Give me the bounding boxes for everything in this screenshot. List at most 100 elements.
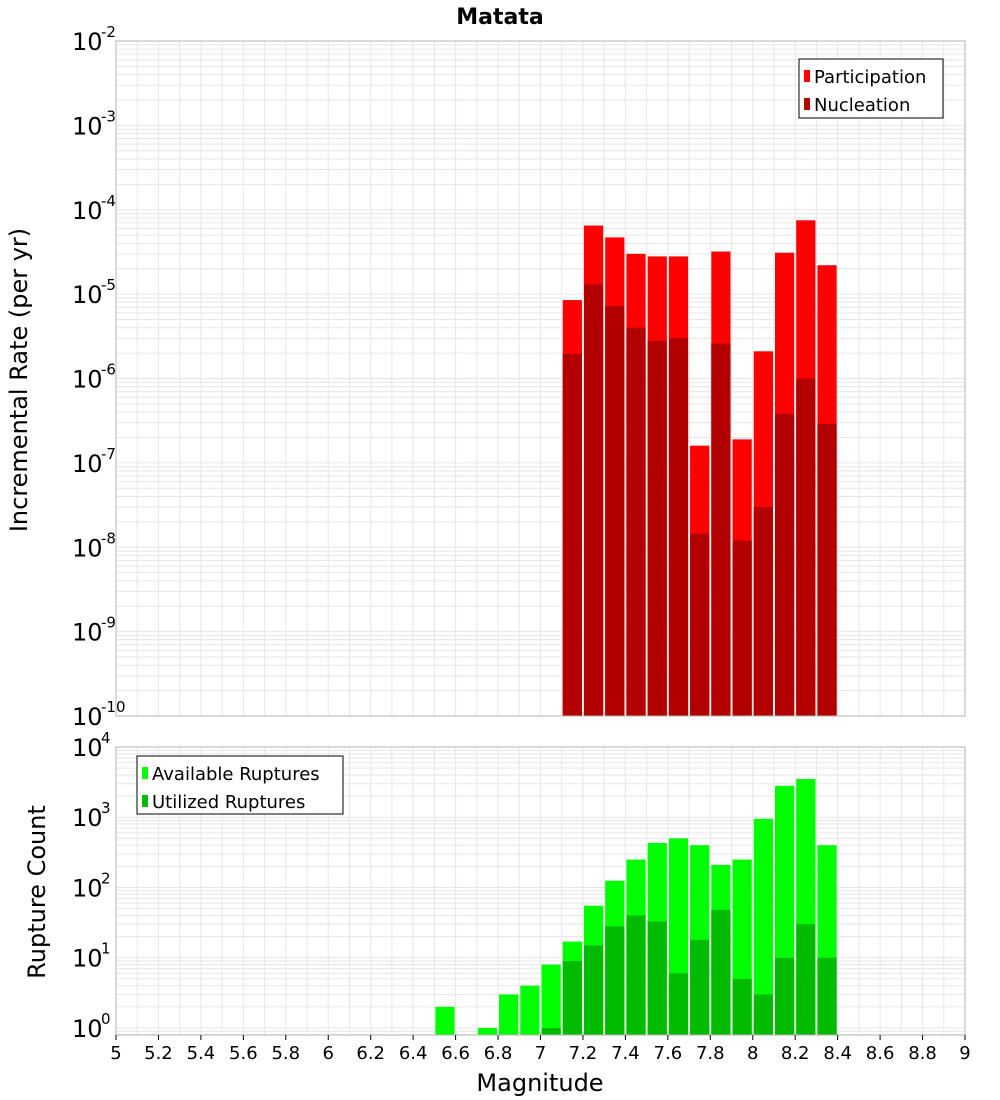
x-tick-label: 8.6 [866, 1043, 895, 1064]
utilized-ruptures-bar [690, 939, 710, 1035]
y-tick-exponent: 1 [101, 940, 111, 958]
y-tick-exponent: -4 [101, 192, 116, 210]
nucleation-bar [817, 423, 837, 716]
utilized-ruptures-bar [668, 973, 689, 1035]
y-tick-label: 10 [72, 874, 103, 902]
y-tick-exponent: 0 [101, 1010, 111, 1028]
y-tick-label: 10 [72, 703, 103, 731]
legend-swatch [804, 70, 810, 82]
y-tick-label: 10 [72, 366, 103, 394]
legend-entry: Nucleation [814, 95, 910, 116]
x-tick-label: 6 [323, 1043, 334, 1064]
x-tick-label: 8.4 [823, 1043, 852, 1064]
utilized-ruptures-bar [711, 909, 731, 1035]
utilized-ruptures-bar [583, 945, 604, 1035]
nucleation-bar [711, 343, 731, 716]
available-ruptures-bar [541, 964, 561, 1035]
nucleation-bar [690, 533, 710, 716]
x-tick-label: 6.8 [484, 1043, 513, 1064]
y-tick-label: 10 [72, 112, 103, 140]
available-ruptures-bar [520, 985, 540, 1035]
x-tick-label: 7.2 [569, 1043, 598, 1064]
utilized-ruptures-bar [774, 957, 795, 1035]
y-tick-label: 10 [72, 28, 103, 56]
legend-swatch [804, 98, 810, 110]
count-y-axis-label: Rupture Count [23, 805, 51, 979]
x-tick-label: 5 [110, 1043, 121, 1064]
y-tick-exponent: -9 [101, 614, 116, 632]
y-tick-exponent: 3 [101, 799, 111, 817]
y-tick-label: 10 [72, 945, 103, 973]
y-tick-exponent: -10 [101, 698, 126, 716]
legend-entry: Available Ruptures [152, 764, 320, 785]
y-tick-exponent: -3 [101, 107, 116, 125]
y-tick-exponent: -6 [101, 361, 116, 379]
rate-plot: 10-1010-910-810-710-610-510-410-310-2Par… [72, 23, 966, 731]
available-ruptures-bar [477, 1027, 498, 1035]
legend-entry: Utilized Ruptures [152, 792, 305, 813]
y-tick-exponent: 4 [101, 729, 111, 747]
x-tick-label: 7.8 [696, 1043, 725, 1064]
utilized-ruptures-bar [732, 978, 752, 1035]
available-ruptures-bar [753, 818, 773, 1035]
nucleation-bar [647, 340, 667, 716]
utilized-ruptures-bar [817, 957, 837, 1035]
utilized-ruptures-bar [753, 994, 773, 1035]
y-tick-exponent: -7 [101, 445, 116, 463]
utilized-ruptures-bar [541, 1027, 561, 1035]
nucleation-bar [796, 378, 816, 716]
y-tick-exponent: -8 [101, 529, 116, 547]
y-tick-label: 10 [72, 534, 103, 562]
y-tick-label: 10 [72, 281, 103, 309]
y-tick-exponent: -5 [101, 276, 116, 294]
utilized-ruptures-bar [562, 960, 582, 1035]
y-tick-label: 10 [72, 450, 103, 478]
utilized-ruptures-bar [605, 926, 625, 1035]
x-tick-label: 7 [535, 1043, 546, 1064]
available-ruptures-bar [499, 994, 519, 1035]
nucleation-bar [753, 506, 773, 716]
nucleation-bar [774, 413, 795, 716]
nucleation-bar [626, 327, 646, 716]
x-tick-label: 7.6 [654, 1043, 683, 1064]
plot-frame [115, 40, 966, 717]
x-tick-label: 8.2 [781, 1043, 810, 1064]
x-tick-label: 6.6 [441, 1043, 470, 1064]
nucleation-bar [732, 540, 752, 716]
x-tick-label: 6.2 [356, 1043, 385, 1064]
legend-box [798, 58, 944, 119]
nucleation-bar [605, 306, 625, 716]
utilized-ruptures-bar [796, 924, 816, 1035]
nucleation-bar [562, 354, 582, 716]
y-tick-label: 10 [72, 734, 103, 762]
x-tick-label: 8.8 [908, 1043, 937, 1064]
rate-y-axis-label: Incremental Rate (per yr) [5, 228, 33, 532]
x-tick-label: 5.4 [187, 1043, 216, 1064]
legend-swatch [142, 767, 148, 779]
legend-swatch [142, 795, 148, 807]
legend-box [136, 755, 344, 815]
y-tick-label: 10 [72, 619, 103, 647]
x-axis-label: Magnitude [476, 1069, 603, 1097]
x-tick-label: 6.4 [399, 1043, 428, 1064]
nucleation-bar [668, 338, 689, 716]
y-tick-exponent: -2 [101, 23, 116, 41]
chart-title: Matata [456, 5, 543, 30]
utilized-ruptures-bar [647, 921, 667, 1035]
y-tick-label: 10 [72, 1015, 103, 1043]
x-tick-label: 5.8 [271, 1043, 300, 1064]
y-tick-label: 10 [72, 804, 103, 832]
x-tick-label: 9 [959, 1043, 970, 1064]
nucleation-bar [583, 284, 604, 716]
x-tick-label: 8 [747, 1043, 758, 1064]
x-tick-label: 7.4 [611, 1043, 640, 1064]
x-tick-label: 5.2 [144, 1043, 173, 1064]
legend-entry: Participation [814, 67, 926, 88]
y-tick-label: 10 [72, 197, 103, 225]
y-tick-exponent: 2 [101, 869, 111, 887]
utilized-ruptures-bar [626, 915, 646, 1035]
x-tick-label: 5.6 [229, 1043, 258, 1064]
available-ruptures-bar [435, 1006, 455, 1035]
